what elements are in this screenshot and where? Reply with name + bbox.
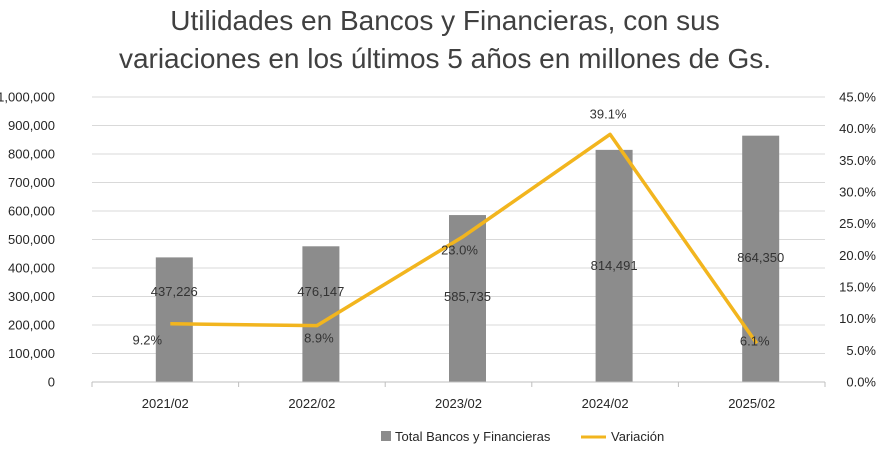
left-axis-tick-label: 100,000 bbox=[8, 346, 55, 361]
left-axis-tick-label: 1,000,000 bbox=[0, 90, 55, 105]
bar-data-label: 864,350 bbox=[737, 250, 784, 265]
legend: Total Bancos y Financieras Variación bbox=[381, 429, 664, 444]
chart-title-line-1: Utilidades en Bancos y Financieras, con … bbox=[170, 5, 719, 36]
right-axis-tick-label: 0.0% bbox=[846, 375, 876, 390]
left-axis-tick-label: 700,000 bbox=[8, 175, 55, 190]
right-axis-tick-label: 30.0% bbox=[839, 185, 876, 200]
x-axis-tick-label: 2021/02 bbox=[142, 396, 189, 411]
left-axis-tick-label: 600,000 bbox=[8, 204, 55, 219]
right-axis-tick-label: 40.0% bbox=[839, 121, 876, 136]
line-data-label: 6.1% bbox=[740, 333, 770, 348]
line-data-label: 39.1% bbox=[590, 106, 627, 121]
left-axis-tick-label: 900,000 bbox=[8, 118, 55, 133]
bar bbox=[156, 257, 193, 382]
right-axis-tick-label: 15.0% bbox=[839, 280, 876, 295]
left-axis-tick-label: 0 bbox=[48, 375, 55, 390]
right-axis-tick-label: 20.0% bbox=[839, 248, 876, 263]
right-axis-tick-label: 5.0% bbox=[846, 343, 876, 358]
left-axis-tick-label: 500,000 bbox=[8, 232, 55, 247]
left-axis-tick-label: 800,000 bbox=[8, 147, 55, 162]
right-axis: 0.0% 5.0% 10.0% 15.0% 20.0% 25.0% 30.0% 35.0% 40… bbox=[839, 90, 876, 390]
left-axis-tick-label: 200,000 bbox=[8, 318, 55, 333]
legend-bar-label: Total Bancos y Financieras bbox=[395, 429, 551, 444]
x-axis-tick-label: 2025/02 bbox=[728, 396, 775, 411]
left-axis-tick-label: 300,000 bbox=[8, 289, 55, 304]
line-data-label: 9.2% bbox=[132, 333, 162, 348]
legend-bar-swatch bbox=[381, 431, 391, 441]
x-axis-tick-label: 2024/02 bbox=[582, 396, 629, 411]
bar-data-label: 814,491 bbox=[591, 258, 638, 273]
left-axis: 0 100,000 200,000 300,000 400,000 500,000 600,… bbox=[0, 90, 55, 390]
bar-data-label: 476,147 bbox=[297, 284, 344, 299]
bar-data-label: 437,226 bbox=[151, 284, 198, 299]
x-axis: 2021/02 2022/02 2023/02 2024/02 2025/02 bbox=[92, 382, 825, 411]
legend-line-label: Variación bbox=[611, 429, 664, 444]
right-axis-tick-label: 45.0% bbox=[839, 90, 876, 105]
bar-data-label: 585,735 bbox=[444, 289, 491, 304]
x-axis-tick-label: 2022/02 bbox=[288, 396, 335, 411]
chart-title: Utilidades en Bancos y Financieras, con … bbox=[119, 5, 771, 74]
right-axis-tick-label: 35.0% bbox=[839, 153, 876, 168]
line-data-label: 23.0% bbox=[441, 242, 478, 257]
bar-series bbox=[156, 136, 779, 382]
x-axis-tick-label: 2023/02 bbox=[435, 396, 482, 411]
line-data-label: 8.9% bbox=[304, 331, 334, 346]
right-axis-tick-label: 10.0% bbox=[839, 311, 876, 326]
right-axis-tick-label: 25.0% bbox=[839, 216, 876, 231]
chart-title-line-2: variaciones en los últimos 5 años en mil… bbox=[119, 43, 771, 74]
left-axis-tick-label: 400,000 bbox=[8, 261, 55, 276]
